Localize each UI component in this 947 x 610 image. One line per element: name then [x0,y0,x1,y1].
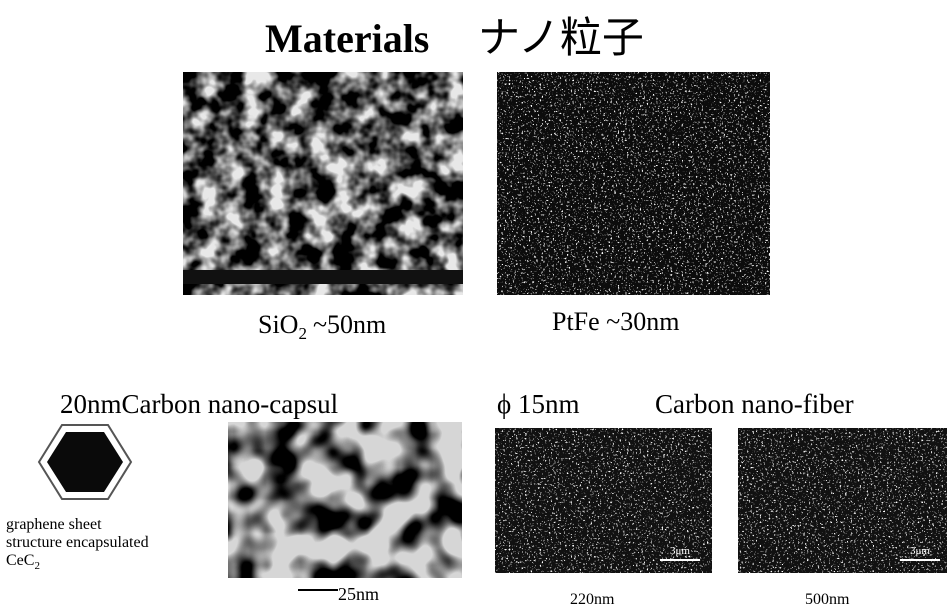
formula: SiO [258,310,298,339]
hexagon-diagram [37,424,133,500]
capsule-formula: CeC2 [6,552,40,572]
title-english: Materials [265,16,429,61]
ptfe-image [497,72,770,295]
tem-image [228,422,462,578]
fiber-image [738,428,947,573]
fiber-caption: 500nm [805,591,850,608]
subscript: 2 [34,560,40,572]
size: ~50nm [313,310,386,339]
sio2-caption: SiO2 ~50nm [258,310,386,343]
formula: CeC [6,552,34,569]
scale-bar-label: 25nm [338,584,379,604]
fiber-diameter: ϕ 15nm [497,389,579,419]
capsule-heading: 20nmCarbon nano-capsul [60,389,338,419]
fiber-image [495,428,712,573]
capsule-description: graphene sheet [6,516,102,533]
title-japanese: ナノ粒子 [478,13,644,62]
scale-bar-label: 3μm [670,545,690,557]
capsule-description: structure encapsulated [6,534,149,551]
fiber-caption: 220nm [570,591,615,608]
subscript: 2 [298,324,307,343]
sio2-image [183,72,463,295]
fiber-heading: Carbon nano-fiber [655,389,854,419]
scale-bar-label: 3μm [910,545,930,557]
ptfe-caption: PtFe ~30nm [552,307,679,336]
